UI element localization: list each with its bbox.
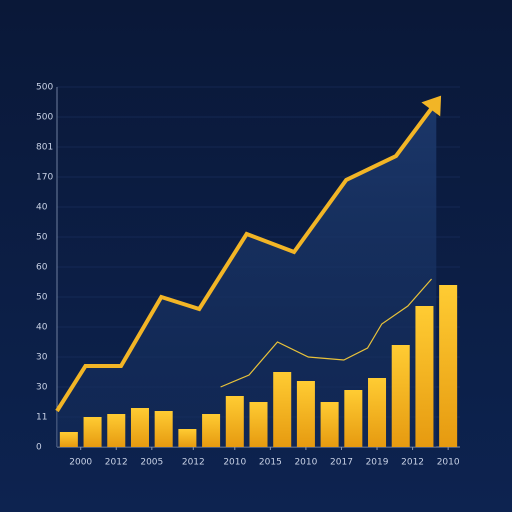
y-tick-label: 30 <box>36 353 48 363</box>
x-tick-label: 2019 <box>366 458 389 468</box>
y-tick-label: 11 <box>36 413 47 423</box>
y-tick-label: 60 <box>36 263 48 273</box>
x-tick-label: 2012 <box>401 458 424 468</box>
y-tick-label: 40 <box>36 323 48 333</box>
x-tick-label: 2015 <box>259 458 282 468</box>
bar <box>225 396 244 447</box>
x-tick-label: 2017 <box>330 458 353 468</box>
bar <box>59 432 78 447</box>
y-tick-label: 0 <box>36 443 42 453</box>
line <box>55 100 438 413</box>
bar <box>296 381 315 447</box>
y-tick-label: 801 <box>36 143 53 153</box>
x-tick-label: 2005 <box>140 458 163 468</box>
bar <box>83 417 102 447</box>
x-tick-label: 2012 <box>182 458 205 468</box>
y-tick-label: 30 <box>36 383 48 393</box>
x-tick-label: 2010 <box>437 458 460 468</box>
x-tick-label: 2000 <box>69 458 92 468</box>
bar <box>178 429 197 447</box>
y-tick-label: 40 <box>36 203 48 213</box>
bar <box>130 408 149 447</box>
arrow-head <box>421 95 442 117</box>
bar <box>368 378 387 447</box>
y-tick-label: 500 <box>36 113 53 123</box>
bar <box>249 402 268 447</box>
bar <box>202 414 221 447</box>
bar <box>391 345 410 447</box>
line <box>220 278 433 388</box>
bar <box>439 285 458 447</box>
bar <box>154 411 173 447</box>
y-tick-label: 500 <box>36 83 53 93</box>
bar <box>273 372 292 447</box>
bar <box>320 402 339 447</box>
y-tick-label: 50 <box>36 293 48 303</box>
bar <box>415 306 434 447</box>
x-tick-label: 2010 <box>223 458 246 468</box>
y-tick-label: 50 <box>36 233 48 243</box>
y-tick-label: 170 <box>36 173 53 183</box>
bar <box>107 414 126 447</box>
bar <box>344 390 363 447</box>
x-tick-label: 2010 <box>294 458 317 468</box>
x-tick-label: 2012 <box>105 458 128 468</box>
